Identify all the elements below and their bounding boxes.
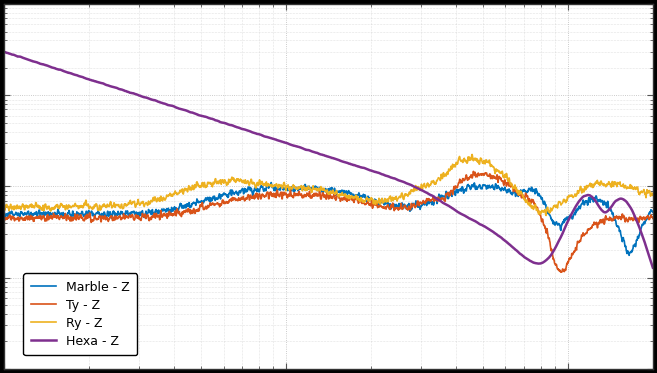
Line: Ry - Z: Ry - Z [4,154,653,216]
Marble - Z [631,244,639,248]
Hexa - Z [315,152,323,156]
Ry - Z [34,204,41,209]
Line: Hexa - Z: Hexa - Z [4,52,653,268]
Ry - Z [649,193,657,197]
Line: Marble - Z: Marble - Z [4,182,653,256]
Ry - Z [468,152,476,157]
Ty - Z [34,216,41,220]
Hexa - Z [649,266,657,270]
Hexa - Z [630,211,638,216]
Ty - Z [0,217,8,222]
Marble - Z [625,253,633,258]
Marble - Z [316,187,324,192]
Marble - Z [511,192,519,197]
Hexa - Z [34,60,41,65]
Ry - Z [0,206,8,211]
Ty - Z [631,214,639,219]
Ry - Z [315,186,323,191]
Marble - Z [299,186,307,190]
Ry - Z [631,185,639,189]
Hexa - Z [0,50,8,54]
Ty - Z [631,214,639,219]
Marble - Z [649,210,657,214]
Ty - Z [557,270,565,275]
Marble - Z [0,210,8,215]
Ry - Z [511,186,519,190]
Ty - Z [649,216,657,221]
Ty - Z [470,169,478,173]
Hexa - Z [511,247,519,251]
Ty - Z [298,196,306,200]
Marble - Z [267,180,275,185]
Hexa - Z [630,212,638,217]
Ty - Z [315,190,323,194]
Ty - Z [511,188,519,192]
Ry - Z [542,213,550,218]
Marble - Z [34,214,41,218]
Ry - Z [631,186,639,191]
Legend: Marble - Z, Ty - Z, Ry - Z, Hexa - Z: Marble - Z, Ty - Z, Ry - Z, Hexa - Z [24,273,137,355]
Marble - Z [631,243,639,248]
Ry - Z [298,189,306,193]
Line: Ty - Z: Ty - Z [4,171,653,272]
Hexa - Z [298,146,306,150]
